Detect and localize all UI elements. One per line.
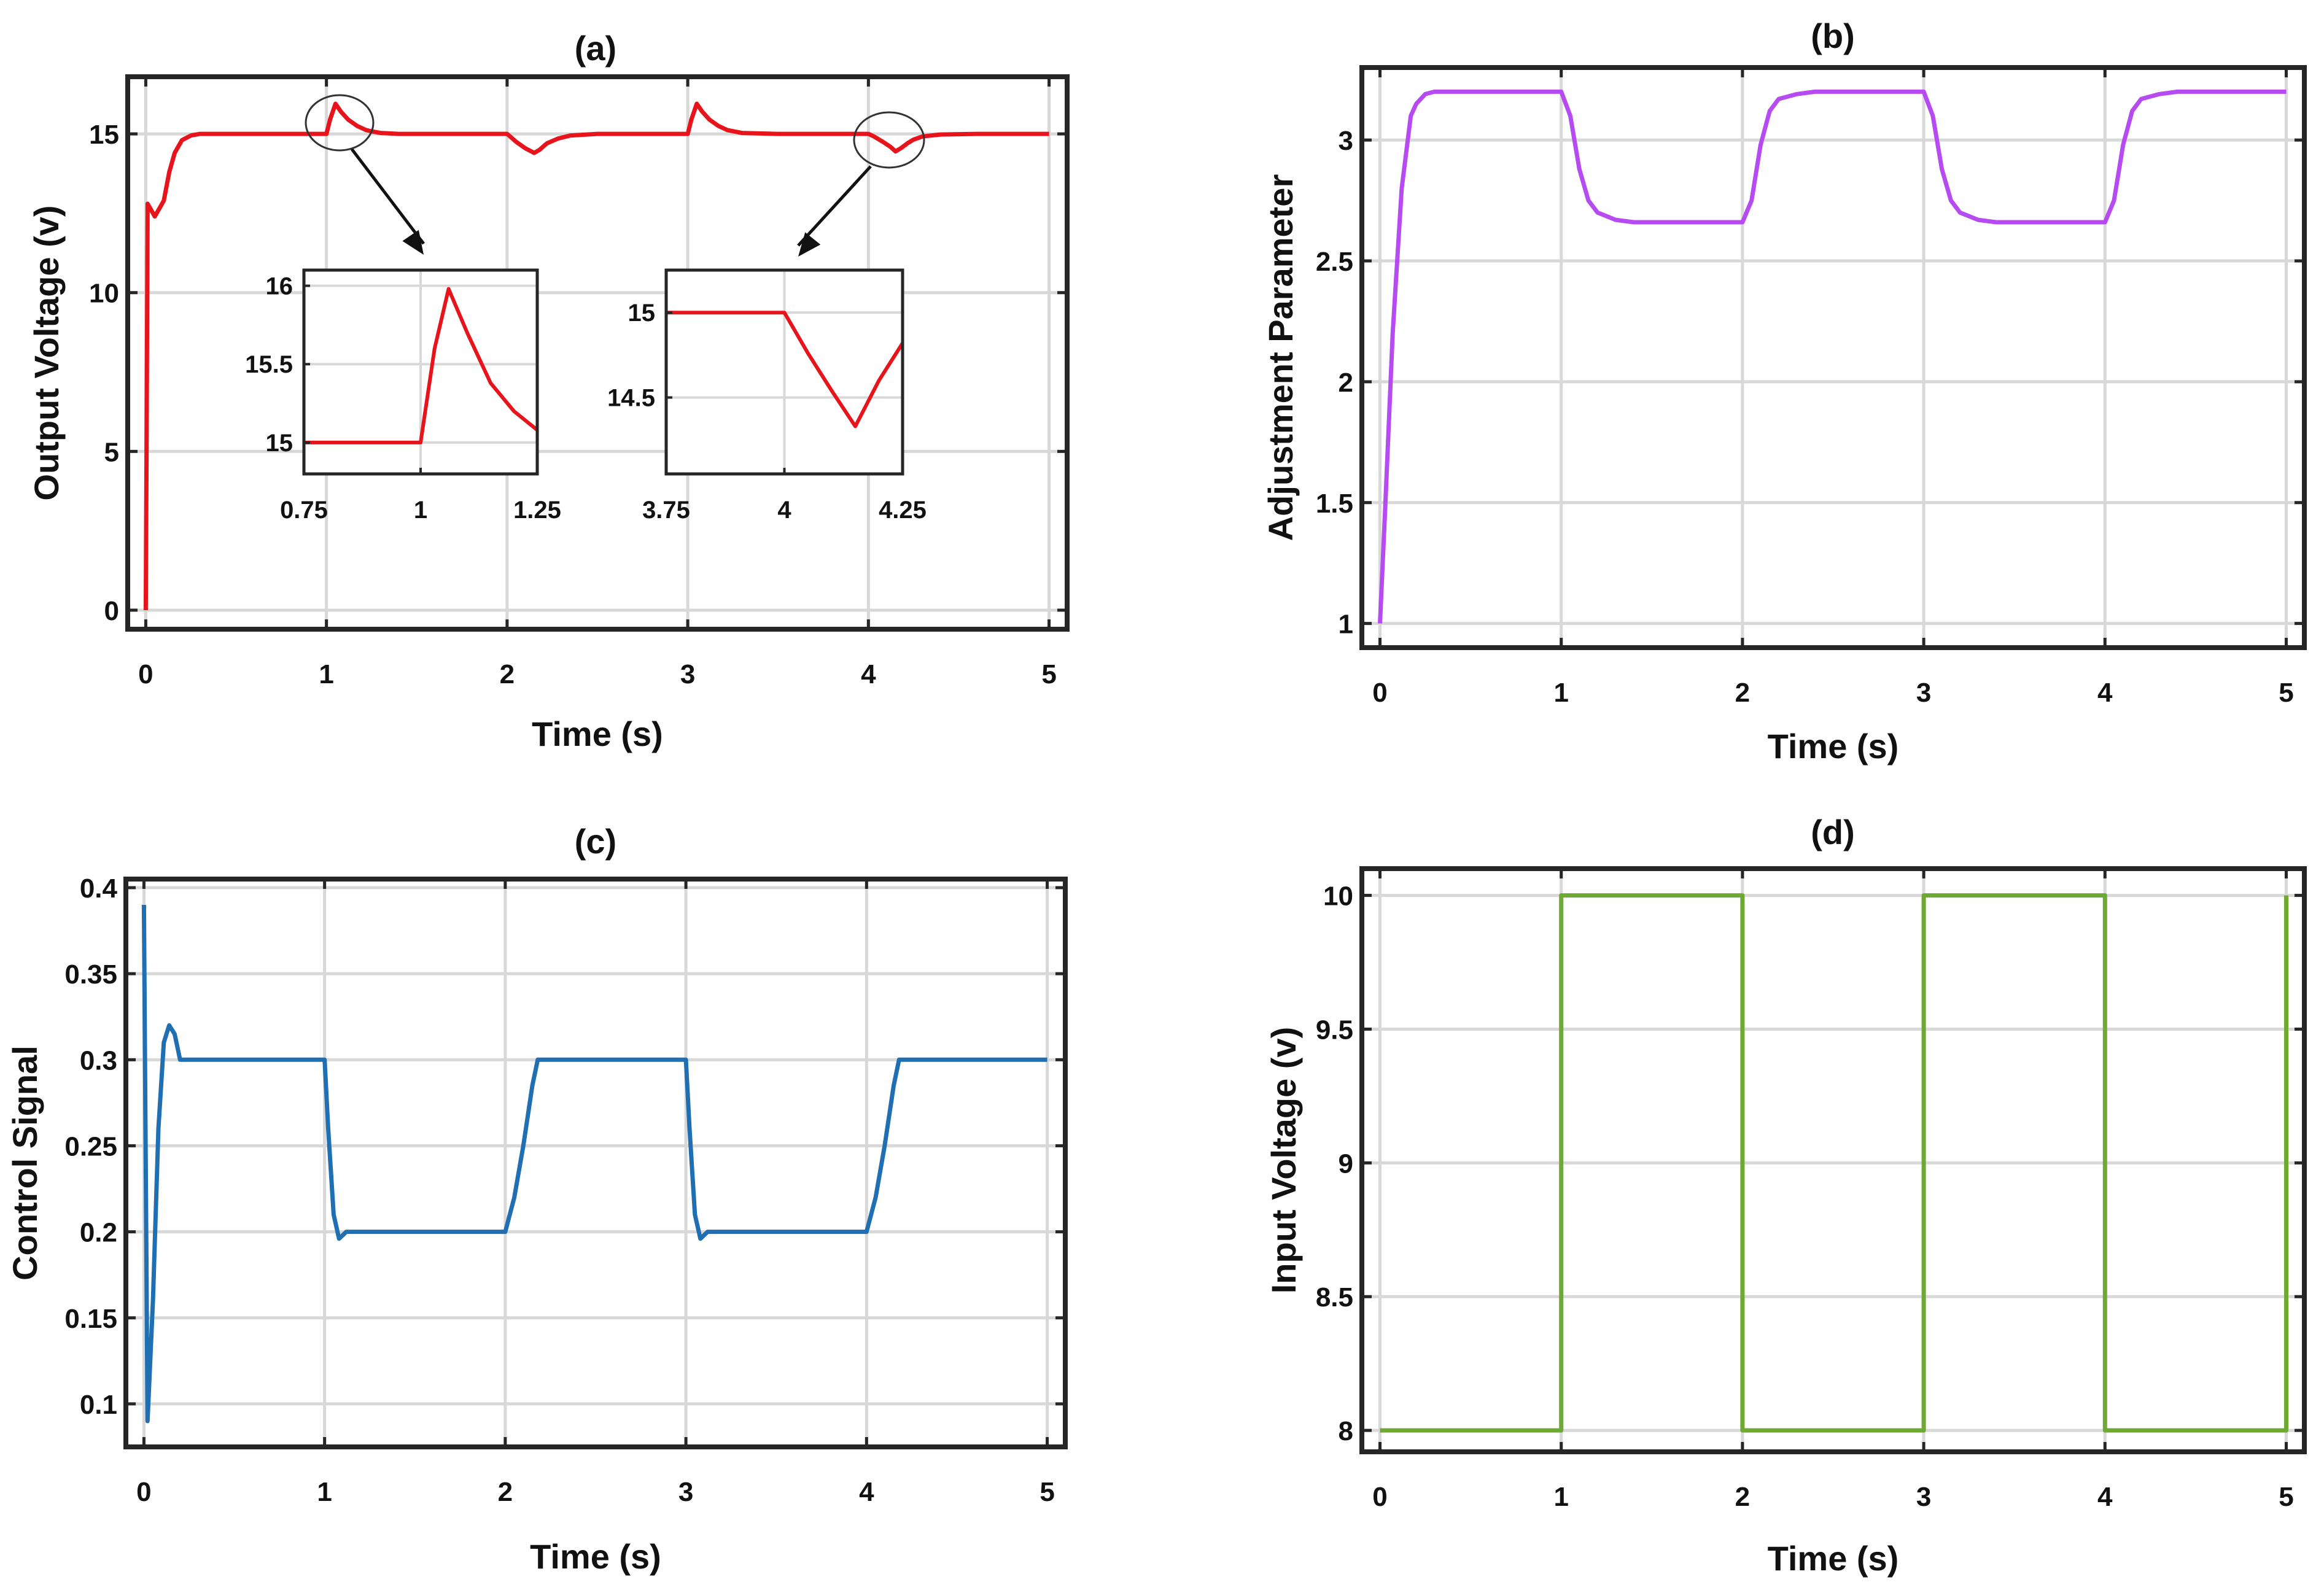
y-tick-label: 8 [1339, 1416, 1353, 1446]
inset-x-tick-label: 4.25 [879, 497, 927, 524]
y-tick-label: 0.2 [80, 1218, 117, 1248]
panel-a: 0 1 2 3 4 5 0 5 10 15 (a) Time (s) Output Voltage (v… [27, 29, 1070, 753]
y-tick-label: 10 [1323, 882, 1353, 912]
x-tick-label: 3 [680, 659, 695, 689]
zoom-ellipse [305, 94, 375, 152]
x-tick-label: 0 [1372, 678, 1387, 708]
inset-x-tick-label: 0.75 [280, 497, 328, 524]
y-tick-label: 0.15 [64, 1304, 117, 1334]
zoom-inset: 0.75 1 1.25 15 15.5 16 [245, 268, 561, 524]
x-tick-label: 1 [319, 659, 333, 689]
y-axis-label: Output Voltage (v) [27, 205, 66, 500]
chart-title: (b) [1811, 17, 1855, 55]
axes-frame [123, 877, 1068, 1449]
x-tick-label: 4 [2097, 1482, 2113, 1512]
x-tick-label: 0 [1372, 1482, 1387, 1512]
panel-d: 0 1 2 3 4 5 8 8.5 9 9.5 10 (d) Time (s) Input Voltage… [1264, 813, 2307, 1578]
axes-frame [1359, 65, 2307, 650]
y-tick-label: 0.35 [64, 959, 117, 990]
x-tick-label: 1 [1553, 1482, 1568, 1512]
series-line [1378, 89, 2287, 624]
y-tick-label: 9.5 [1316, 1015, 1353, 1045]
x-tick-label: 2 [500, 659, 515, 689]
x-tick-label: 3 [1916, 678, 1931, 708]
x-tick-label: 5 [2279, 678, 2293, 708]
chart-title: (a) [575, 29, 616, 68]
y-axis-label: Input Voltage (v) [1264, 1027, 1303, 1294]
y-axis-label: Adjustment Parameter [1261, 174, 1300, 541]
x-tick-label: 4 [861, 659, 876, 689]
plot-area [1362, 68, 2304, 648]
x-tick-label: 1 [317, 1477, 332, 1507]
x-tick-label: 4 [2097, 678, 2113, 708]
zoom-arrow-head [798, 232, 821, 257]
y-tick-label: 9 [1339, 1149, 1353, 1179]
x-axis-label: Time (s) [532, 715, 663, 753]
inset-x-tick-label: 1.25 [513, 497, 561, 524]
zoom-ellipse [853, 111, 925, 169]
y-tick-label: 15 [89, 120, 119, 150]
inset-y-tick-label: 16 [266, 273, 293, 300]
x-tick-label: 5 [1041, 659, 1056, 689]
inset-y-tick-label: 15 [266, 430, 293, 457]
x-tick-label: 4 [859, 1477, 874, 1507]
inset-y-tick-label: 15.5 [245, 351, 293, 378]
x-tick-label: 5 [2279, 1482, 2293, 1512]
zoom-inset: 3.75 4 4.25 14.5 15 [607, 268, 927, 524]
y-axis-label: Control Signal [6, 1045, 44, 1281]
x-tick-label: 3 [1916, 1482, 1931, 1512]
plot-area [126, 879, 1065, 1447]
chart-title: (d) [1811, 813, 1855, 851]
zoom-arrow-shaft [797, 165, 872, 247]
inset-x-tick-label: 1 [414, 497, 427, 524]
axes-frame [1359, 866, 2307, 1454]
x-tick-label: 2 [1735, 1482, 1750, 1512]
panel-b: 0 1 2 3 4 5 1 1.5 2 2.5 3 (b) Time (s) Adjustment Par… [1261, 17, 2307, 765]
y-tick-label: 0.25 [64, 1131, 117, 1161]
inset-y-tick-label: 15 [628, 300, 656, 327]
inset-series-line [304, 287, 538, 444]
chart-title: (c) [575, 822, 616, 861]
y-tick-label: 2.5 [1316, 247, 1353, 277]
y-tick-label: 0.3 [80, 1045, 117, 1076]
x-tick-label: 0 [138, 659, 153, 689]
inset-x-tick-label: 3.75 [642, 497, 690, 524]
x-axis-label: Time (s) [1768, 727, 1899, 765]
x-tick-label: 2 [498, 1477, 513, 1507]
x-tick-label: 2 [1735, 678, 1750, 708]
series-line [143, 101, 1049, 611]
series-line [1380, 893, 2288, 1433]
y-tick-label: 10 [89, 279, 119, 309]
y-tick-label: 0 [104, 596, 119, 626]
x-tick-label: 5 [1040, 1477, 1054, 1507]
x-axis-label: Time (s) [530, 1537, 661, 1576]
axes-frame [125, 74, 1070, 632]
y-tick-label: 1 [1339, 610, 1353, 640]
plot-area [1362, 869, 2304, 1452]
x-tick-label: 1 [1553, 678, 1568, 708]
inset-x-tick-label: 4 [777, 497, 791, 524]
x-axis-label: Time (s) [1768, 1539, 1899, 1578]
panel-c: 0 1 2 3 4 5 0.1 0.15 0.2 0.25 0.3 0.35 0.4 (c) Time (s… [6, 822, 1068, 1576]
y-tick-label: 2 [1339, 368, 1353, 398]
plot-area [128, 77, 1067, 629]
x-tick-label: 0 [136, 1477, 151, 1507]
y-tick-label: 1.5 [1316, 489, 1353, 519]
y-tick-label: 5 [104, 437, 119, 467]
y-tick-label: 0.4 [80, 874, 118, 904]
series-line [141, 904, 1047, 1424]
y-tick-label: 0.1 [80, 1390, 117, 1420]
x-tick-label: 3 [678, 1477, 693, 1507]
zoom-arrow-head [402, 230, 424, 255]
y-tick-label: 8.5 [1316, 1282, 1353, 1312]
y-tick-label: 3 [1339, 126, 1353, 156]
zoom-arrow-shaft [351, 148, 425, 245]
inset-y-tick-label: 14.5 [607, 385, 655, 412]
inset-series-line [666, 311, 904, 428]
